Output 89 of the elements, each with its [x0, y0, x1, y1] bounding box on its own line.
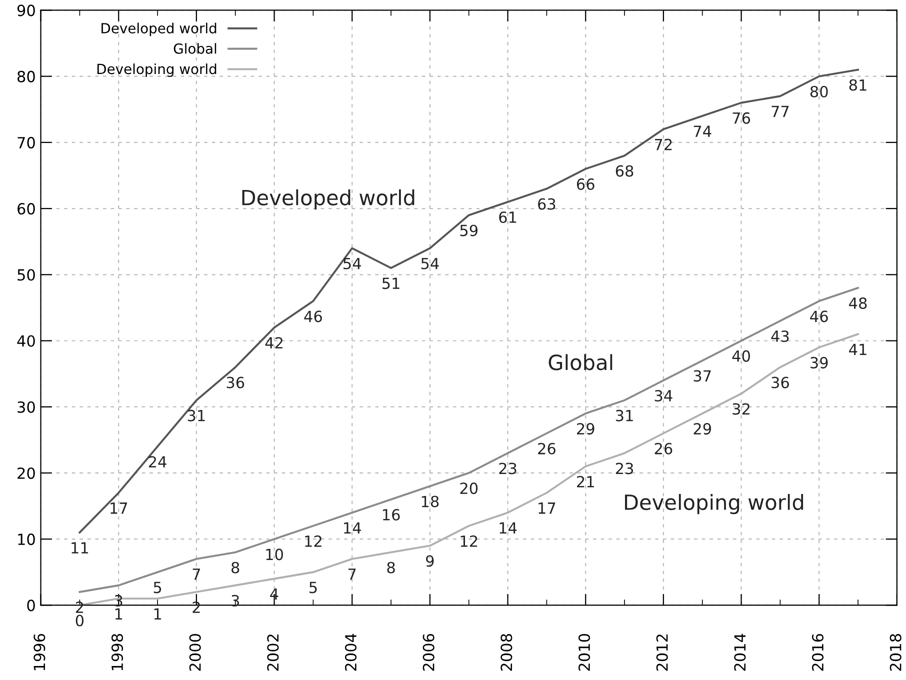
- x-tick-label: 1998: [111, 634, 124, 670]
- data-label: 11: [72, 542, 88, 554]
- data-label: 10: [266, 548, 283, 560]
- y-tick-label: 50: [18, 269, 35, 281]
- data-label: 68: [616, 165, 634, 177]
- legend-label: Developing world: [97, 63, 216, 77]
- data-label: 46: [304, 310, 322, 322]
- x-tick-label: 2016: [812, 634, 824, 671]
- data-label: 31: [188, 410, 205, 422]
- data-label: 72: [654, 138, 672, 150]
- data-label: 26: [654, 442, 672, 454]
- legend-label: Developed world: [102, 22, 216, 36]
- data-label: 9: [426, 555, 434, 567]
- y-tick-label: 10: [18, 534, 35, 546]
- data-label: 3: [232, 594, 239, 606]
- y-tick-label: 70: [18, 136, 35, 148]
- data-label: 40: [732, 350, 750, 362]
- data-label: 31: [616, 410, 633, 422]
- data-label: 26: [538, 442, 556, 454]
- data-label: 54: [421, 258, 439, 270]
- data-label: 4: [270, 588, 278, 600]
- x-tick-label: 2008: [500, 634, 512, 671]
- data-label: 42: [265, 337, 282, 348]
- data-label: 46: [810, 310, 828, 322]
- y-tick-label: 60: [18, 203, 35, 215]
- data-label: 81: [849, 79, 866, 91]
- data-label: 23: [499, 462, 516, 474]
- data-label: 63: [538, 198, 556, 210]
- y-tick-label: 20: [18, 467, 35, 479]
- x-tick-label: 2002: [267, 634, 279, 671]
- x-tick-label: 2000: [189, 634, 201, 671]
- x-tick-label: 2018: [890, 634, 902, 671]
- data-label: 12: [460, 535, 478, 547]
- data-label: 76: [732, 112, 750, 124]
- data-label: 14: [500, 522, 517, 534]
- x-tick-label: 2012: [656, 634, 668, 671]
- annotation: Global: [548, 354, 612, 370]
- data-label: 59: [460, 224, 478, 236]
- data-label: 34: [654, 390, 672, 402]
- legend-label: Global: [174, 43, 216, 54]
- data-label: 37: [694, 370, 711, 382]
- x-tick-label: 2006: [422, 634, 434, 671]
- data-label: 20: [460, 482, 478, 494]
- y-tick-label: 0: [27, 600, 35, 612]
- data-label: 29: [577, 423, 594, 435]
- data-label: 80: [810, 86, 828, 98]
- annotation: Developing world: [625, 494, 804, 514]
- data-label: 54: [344, 258, 361, 270]
- data-label: 3: [114, 594, 122, 606]
- x-tick-label: 2004: [344, 634, 357, 671]
- data-label: 41: [849, 344, 866, 356]
- data-label: 77: [772, 106, 789, 118]
- data-label: 12: [305, 535, 322, 547]
- data-label: 5: [154, 582, 162, 594]
- y-tick-label: 30: [18, 401, 35, 413]
- data-label: 16: [382, 508, 400, 521]
- data-label: 24: [148, 456, 166, 468]
- data-label: 43: [771, 330, 789, 342]
- data-label: 7: [348, 568, 356, 580]
- data-label: 5: [310, 582, 317, 594]
- data-label: 1: [154, 608, 161, 620]
- data-label: 7: [192, 568, 200, 580]
- y-tick-label: 40: [17, 335, 35, 347]
- data-label: 36: [226, 376, 244, 388]
- data-label: 21: [577, 476, 594, 488]
- data-label: 8: [387, 562, 395, 574]
- data-label: 1: [115, 608, 122, 620]
- data-label: 74: [694, 126, 712, 137]
- data-label: 8: [232, 562, 240, 574]
- data-label: 29: [694, 423, 711, 435]
- data-label: 61: [499, 211, 516, 224]
- data-label: 32: [732, 403, 750, 415]
- x-tick-label: 1996: [34, 634, 46, 670]
- x-tick-label: 2010: [578, 634, 590, 671]
- data-label: 17: [538, 502, 556, 514]
- x-tick-label: 2014: [734, 634, 746, 671]
- annotation: Developed world: [242, 189, 414, 210]
- y-tick-label: 90: [17, 4, 35, 16]
- data-label: 66: [576, 178, 594, 190]
- data-label: 51: [382, 278, 400, 290]
- data-label: 23: [616, 462, 634, 474]
- y-tick-label: 80: [18, 70, 35, 82]
- data-label: 18: [422, 496, 439, 508]
- data-label: 0: [76, 614, 84, 626]
- data-label: 17: [110, 502, 128, 514]
- data-label: 48: [849, 297, 867, 309]
- data-label: 36: [772, 376, 789, 388]
- data-label: 39: [810, 356, 828, 368]
- data-label: 14: [344, 522, 361, 534]
